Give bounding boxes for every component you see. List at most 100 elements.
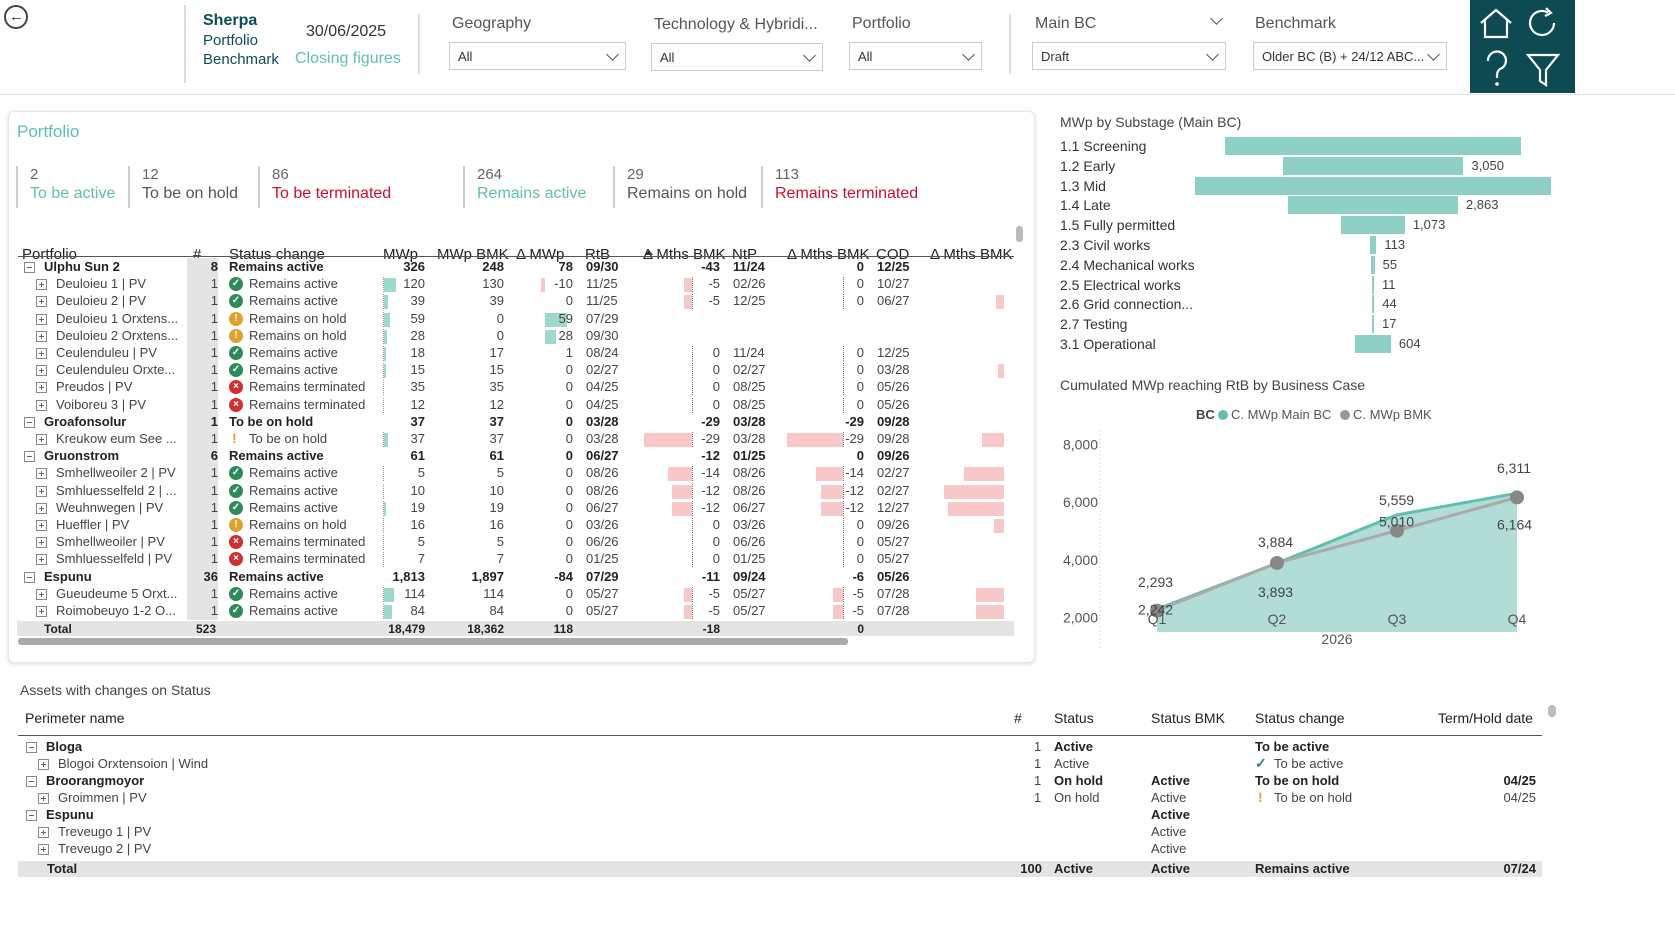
assets-column-header-0[interactable]: Perimeter name	[25, 710, 125, 726]
table-vertical-scrollbar[interactable]	[1016, 226, 1023, 242]
benchmark-dropdown[interactable]: Older BC (B) + 24/12 ABC...	[1253, 42, 1447, 70]
expand-icon[interactable]	[36, 314, 47, 325]
assets-column-header-3[interactable]: Status BMK	[1151, 710, 1225, 726]
technology-dropdown[interactable]: All	[651, 43, 823, 71]
table-row[interactable]: Smhluesselfeld | PV 1 × Remains terminated 7…	[0, 550, 1070, 568]
table-row[interactable]: Deuloieu 1 | PV 1 ✓ Remains active 120 130 -10…	[0, 275, 1070, 293]
table-row[interactable]: Hueffler | PV 1! Remains on hold 16 16 0 03/26…	[0, 516, 1070, 534]
expand-icon[interactable]	[38, 793, 49, 804]
table-row[interactable]: Ceulenduleu | PV 1 ✓ Remains active 18 17 1 08/…	[0, 344, 1070, 362]
expand-icon[interactable]	[36, 486, 47, 497]
asset-name[interactable]: Groimmen | PV	[58, 790, 147, 805]
group-row[interactable]: Groafonsolur 1 To be on hold 37 37 0 03/28 -29 0…	[0, 413, 1070, 431]
collapse-icon[interactable]	[24, 417, 35, 428]
expand-icon[interactable]	[36, 503, 47, 514]
substage-bar[interactable]	[1341, 216, 1405, 235]
asset-name[interactable]: Blogoi Orxtensoion | Wind	[58, 756, 209, 771]
expand-icon[interactable]	[36, 434, 47, 445]
collapse-icon[interactable]	[24, 572, 35, 583]
expand-icon[interactable]	[36, 554, 47, 565]
expand-icon[interactable]	[36, 537, 47, 548]
help-icon[interactable]	[1484, 50, 1510, 88]
table-row[interactable]: Ceulenduleu Orxte... 1 ✓ Remains active 15 15…	[0, 361, 1070, 379]
column-header-10[interactable]: COD	[876, 246, 910, 263]
substage-bar[interactable]	[1371, 255, 1375, 274]
collapse-icon[interactable]	[26, 810, 37, 821]
substage-bar[interactable]	[1369, 236, 1377, 254]
assets-column-header-5[interactable]: Term/Hold date	[1438, 710, 1533, 726]
asset-name[interactable]: Espunu	[46, 807, 94, 822]
assets-vertical-scrollbar[interactable]	[1548, 705, 1556, 717]
back-button[interactable]: ←	[4, 5, 28, 29]
table-row[interactable]: Preudos | PV 1 × Remains terminated 35 35 0 04/…	[0, 378, 1070, 396]
legend-label-bmk[interactable]: C. MWp BMK	[1353, 407, 1432, 422]
point-bmk[interactable]	[1150, 603, 1164, 618]
table-row[interactable]: Deuloieu 2 Orxtens... 1! Remains on hold 28…	[0, 327, 1070, 345]
substage-bar[interactable]	[1224, 137, 1522, 155]
expand-icon[interactable]	[36, 400, 47, 411]
expand-icon[interactable]	[36, 331, 47, 342]
expand-icon[interactable]	[36, 589, 47, 600]
point-bmk[interactable]	[1510, 490, 1524, 505]
table-row[interactable]: Smhellweoiler 2 | PV 1 ✓ Remains active 5 5 0 0…	[0, 464, 1070, 482]
table-row[interactable]: Deuloieu 1 Orxtens... 1! Remains on hold 59…	[0, 310, 1070, 328]
column-header-7[interactable]: Δ Mths BMK	[643, 246, 726, 263]
substage-bar[interactable]	[1195, 176, 1551, 195]
expand-icon[interactable]	[36, 382, 47, 393]
substage-bar[interactable]	[1282, 156, 1464, 175]
home-icon[interactable]	[1478, 6, 1514, 40]
substage-bar[interactable]	[1371, 295, 1375, 314]
collapse-icon[interactable]	[26, 742, 37, 753]
assets-column-header-1[interactable]: #	[1014, 710, 1022, 726]
column-header-3[interactable]: MWp	[383, 246, 418, 263]
collapse-icon[interactable]	[24, 451, 35, 462]
column-header-5[interactable]: Δ MWp	[516, 246, 565, 263]
group-row[interactable]: Gruonstrom 6 Remains active 61 61 0 06/27 -12 01…	[0, 447, 1070, 465]
expand-icon[interactable]	[36, 279, 47, 290]
collapse-icon[interactable]	[24, 262, 35, 273]
expand-icon[interactable]	[36, 520, 47, 531]
collapse-icon[interactable]	[26, 776, 37, 787]
expand-icon[interactable]	[38, 827, 49, 838]
assets-column-header-2[interactable]: Status	[1054, 710, 1094, 726]
asset-name[interactable]: Treveugo 2 | PV	[58, 841, 152, 856]
group-row[interactable]: Ulphu Sun 2 8 Remains active 326 248 78 09/30 -…	[0, 258, 1070, 276]
substage-bar[interactable]	[1288, 196, 1458, 215]
expand-icon[interactable]	[38, 759, 49, 770]
point-bmk[interactable]	[1390, 523, 1404, 538]
table-row[interactable]: Smhluesselfeld 2 | ... 1 ✓ Remains active 10…	[0, 482, 1070, 500]
substage-bar[interactable]	[1372, 315, 1374, 334]
expand-icon[interactable]	[36, 606, 47, 617]
filter-icon[interactable]	[1526, 52, 1560, 88]
portfolio-dropdown[interactable]: All	[849, 42, 982, 70]
expand-icon[interactable]	[38, 844, 49, 855]
column-header-0[interactable]: Portfolio	[22, 246, 78, 263]
assets-column-header-4[interactable]: Status change	[1255, 710, 1345, 726]
asset-name[interactable]: Bloga	[46, 739, 83, 754]
expand-icon[interactable]	[36, 348, 47, 359]
column-header-9[interactable]: Δ Mths BMK	[787, 246, 870, 263]
substage-bar[interactable]	[1355, 335, 1391, 353]
column-header-1[interactable]: #	[193, 246, 202, 263]
table-row[interactable]: Deuloieu 2 | PV 1 ✓ Remains active 39 39 0 11/2…	[0, 292, 1070, 310]
table-row[interactable]: Smhellweoiler | PV 1 × Remains terminated 5 5…	[0, 533, 1070, 551]
expand-icon[interactable]	[36, 365, 47, 376]
column-header-11[interactable]: Δ Mths BMK	[930, 246, 1013, 263]
column-header-8[interactable]: NtP	[732, 246, 758, 263]
column-header-4[interactable]: MWp BMK	[437, 246, 509, 263]
main-bc-collapse-chevron-icon[interactable]	[1210, 12, 1223, 25]
expand-icon[interactable]	[36, 296, 47, 307]
point-bmk[interactable]	[1270, 555, 1284, 570]
table-row[interactable]: Voiboreu 3 | PV 1 × Remains terminated 12 12 0…	[0, 396, 1070, 414]
refresh-icon[interactable]	[1524, 5, 1560, 41]
asset-name[interactable]: Broorangmoyor	[46, 773, 145, 788]
table-row[interactable]: Kreukow eum See ... 1! To be on hold 37 37 0 0…	[0, 430, 1070, 448]
table-horizontal-scrollbar[interactable]	[18, 638, 848, 645]
column-header-2[interactable]: Status change	[229, 246, 325, 263]
geography-dropdown[interactable]: All	[449, 42, 626, 70]
table-row[interactable]: Weuhnwegen | PV 1 ✓ Remains active 19 19 0 06/2…	[0, 499, 1070, 517]
legend-label-main[interactable]: C. MWp Main BC	[1231, 407, 1331, 422]
column-header-6[interactable]: RtB	[585, 246, 611, 263]
group-row[interactable]: Espunu 36 Remains active 1,813 1,897 -84 07/29…	[0, 568, 1070, 586]
substage-bar[interactable]	[1372, 275, 1374, 294]
